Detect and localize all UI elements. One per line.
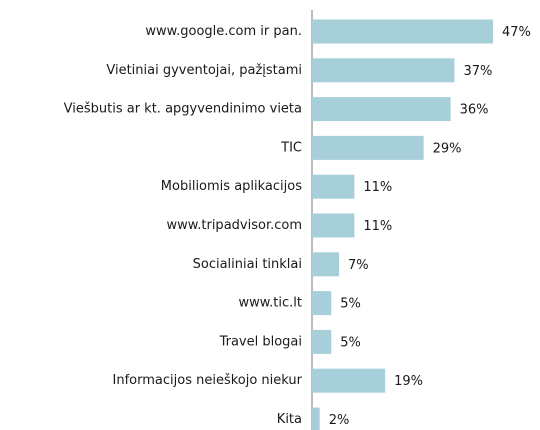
value-label: 5% [340,335,361,350]
bar [312,329,332,354]
bar [312,174,355,199]
category-label: Informacijos neieškojo niekur [113,373,303,388]
bar [312,97,451,122]
bar [312,291,332,316]
category-label: www.tripadvisor.com [167,218,302,233]
category-label: Viešbutis ar kt. apgyvendinimo vieta [64,102,302,117]
category-label: Travel blogai [219,334,302,349]
category-label: Mobiliomis aplikacijos [161,179,302,194]
bar [312,135,424,160]
value-label: 19% [394,374,423,389]
category-label: Vietiniai gyventojai, pažįstami [106,63,302,78]
bar [312,407,320,430]
category-label: www.tic.lt [238,296,302,311]
bar [312,213,355,238]
bar [312,368,386,393]
value-label: 36% [460,103,489,118]
category-label: www.google.com ir pan. [145,24,302,39]
value-label: 11% [363,180,392,195]
bar [312,58,455,83]
value-label: 47% [502,25,531,40]
category-label: Socialiniai tinklai [193,257,302,272]
value-label: 37% [463,64,492,79]
value-label: 29% [433,141,462,156]
bar [312,252,339,277]
value-label: 5% [340,297,361,312]
value-label: 2% [329,413,350,428]
value-label: 11% [363,219,392,234]
category-label: Kita [277,412,302,427]
value-label: 7% [348,258,369,273]
category-label: TIC [280,140,302,155]
bar [312,19,493,44]
